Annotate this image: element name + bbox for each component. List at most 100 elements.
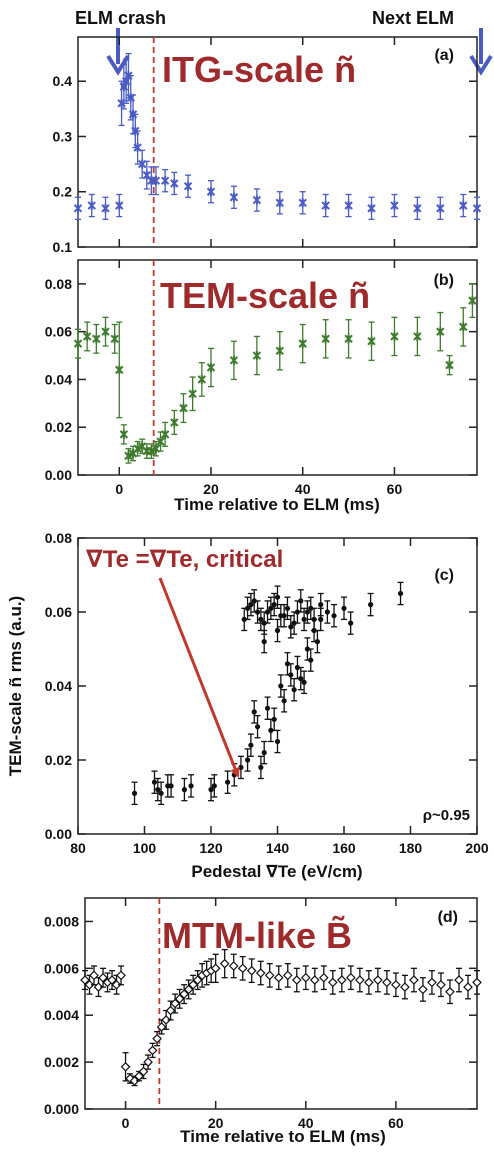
marker-dot [271,602,277,608]
data-point [427,970,437,995]
panel-d-frame [84,897,478,1110]
x-tick-label: 20 [208,1115,224,1131]
data-point [264,696,271,720]
marker-dot [348,620,354,626]
data-point [413,196,422,221]
marker-dot [291,687,297,693]
rho-label: ρ~0.95 [423,807,470,824]
marker-dot [268,605,274,611]
marker-diamond [255,968,266,978]
marker-dot [251,598,257,604]
marker-dot [397,590,404,597]
data-point [271,592,278,617]
marker-x [124,451,133,461]
marker-x [229,355,239,365]
panel-a-title: ITG-scale ñ [162,49,356,90]
marker-diamond [364,977,374,988]
data-point [137,149,147,179]
marker-x [390,331,399,341]
marker-dot [318,616,324,623]
data-point [307,648,314,672]
data-point [92,323,101,354]
marker-diamond [300,972,311,983]
marker-diamond [84,979,95,990]
data-point [101,196,110,221]
panel-d-marks [80,948,482,1087]
data-point [445,354,454,376]
marker-dot [158,790,164,796]
marker-dot [188,783,194,789]
panel-b-frame [77,259,478,476]
marker-dot [151,779,158,785]
y-tick-label: 0.002 [44,1054,79,1070]
data-point [133,440,142,457]
data-point [291,677,298,702]
marker-diamond [436,979,446,990]
marker-diamond [336,975,347,985]
marker-diamond [192,975,203,985]
critical-arrow-icon [158,577,240,778]
data-point [436,311,445,352]
data-point [314,629,321,654]
data-point [275,191,285,215]
marker-diamond [273,972,284,983]
marker-dot [271,716,277,722]
data-point [158,781,165,806]
marker-x [459,201,468,211]
data-point [119,424,129,445]
marker-diamond [472,977,482,988]
data-point [373,967,383,993]
data-point [152,1030,162,1047]
next-elm-arrow-icon [469,28,493,76]
data-point [206,180,216,204]
data-point [170,171,179,196]
marker-diamond [246,965,257,976]
data-point [331,603,338,628]
data-point [101,316,110,347]
marker-dot [294,609,301,615]
data-point [252,188,262,212]
x-tick-label: 160 [332,840,356,856]
data-point [147,443,156,459]
panel-c: 0.00 0.02 0.04 0.06 0.08 80 100 120 140 160 180 200… [6,530,489,881]
panel-a: 0.1 0.2 0.3 0.4 ITG-scale ñ (a) [53,36,482,255]
data-point [271,707,278,732]
marker-x [275,346,285,356]
marker-diamond [391,979,401,990]
marker-diamond [318,972,329,983]
data-point [275,331,285,371]
data-point [321,319,330,359]
marker-x [275,198,285,208]
marker-dot [341,605,347,611]
data-point [391,972,401,998]
marker-dot [225,779,231,785]
data-point [367,592,374,617]
data-point [120,1052,131,1082]
marker-diamond [152,1033,162,1044]
data-point [168,774,175,798]
panel-c-label: (c) [434,567,454,584]
data-point [192,970,203,991]
data-point [73,196,83,221]
data-point [228,953,239,979]
marker-diamond [89,970,99,981]
data-point [317,592,324,617]
data-point [208,777,214,802]
marker-diamond [418,984,428,995]
marker-dot [301,616,307,623]
marker-dot [308,657,314,663]
x-tick-label: 40 [298,1115,314,1131]
marker-dot [301,679,307,685]
marker-x [367,336,376,346]
marker-x [119,429,129,439]
data-point [206,347,216,388]
marker-x [73,203,83,213]
y-tick-label: 0.000 [44,1101,79,1117]
panel-c-ticks: 0.00 0.02 0.04 0.06 0.08 80 100 120 140 160 180 200 [45,530,489,856]
panel-a-ticks: 0.1 0.2 0.3 0.4 [53,37,477,255]
marker-dot [264,609,271,615]
data-point [274,585,281,609]
marker-diamond [291,975,302,985]
panel-b-label: (b) [434,272,454,289]
marker-dot [288,624,294,630]
